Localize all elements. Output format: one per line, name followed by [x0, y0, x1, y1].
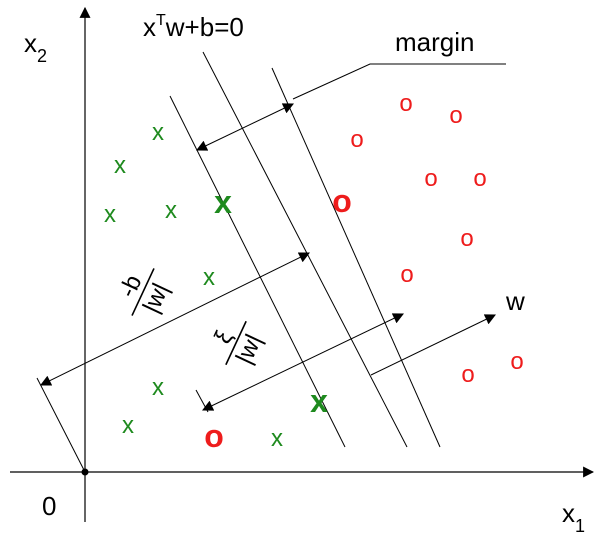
o-point: o — [350, 126, 363, 153]
slack-fraction: ξ |w| — [209, 320, 268, 368]
y-axis-label: x2 — [24, 28, 47, 66]
support-vector-o: o — [332, 183, 352, 219]
x-point: x — [122, 412, 134, 439]
w-vector-arrow — [370, 314, 496, 376]
offset-arrow — [40, 252, 310, 386]
o-point: o — [473, 165, 486, 192]
support-vector-x: x — [310, 383, 328, 419]
x-point: x — [114, 152, 126, 179]
margin-arrow — [196, 103, 294, 151]
x-point: x — [271, 425, 283, 452]
x-point: x — [152, 374, 164, 401]
negative-class-points: o o o o o o o o o o o — [204, 90, 523, 454]
margin-line-right — [271, 67, 441, 448]
o-point: o — [460, 225, 473, 252]
positive-class-points: x x x x x x x x x x — [104, 119, 328, 452]
support-vector-o: o — [204, 418, 224, 454]
margin-leader-line — [292, 63, 506, 100]
slack-numerator: ξ — [209, 326, 238, 347]
offset-extension-line — [36, 377, 86, 473]
slack-fraction-bar — [225, 320, 247, 366]
margin-label: margin — [395, 27, 474, 57]
offset-fraction-bar — [131, 268, 155, 316]
o-point: o — [449, 102, 462, 129]
slack-arrow — [202, 313, 404, 411]
slack-denominator: |w| — [231, 330, 268, 368]
x-point: x — [152, 119, 164, 146]
x-point: x — [203, 264, 215, 291]
o-point: o — [510, 348, 523, 375]
w-label: w — [505, 286, 525, 316]
x-point: x — [165, 197, 177, 224]
x-axis-label: x1 — [562, 498, 585, 536]
o-point: o — [400, 261, 413, 288]
hyperplane-label: xTw+b=0 — [143, 12, 244, 42]
offset-fraction: -b |w| — [114, 268, 175, 317]
origin-label: 0 — [42, 491, 56, 521]
o-point: o — [461, 361, 474, 388]
o-point: o — [424, 165, 437, 192]
x-point: x — [104, 201, 116, 228]
o-point: o — [399, 90, 412, 117]
hyperplane-line — [202, 51, 408, 448]
support-vector-x: x — [214, 184, 232, 220]
